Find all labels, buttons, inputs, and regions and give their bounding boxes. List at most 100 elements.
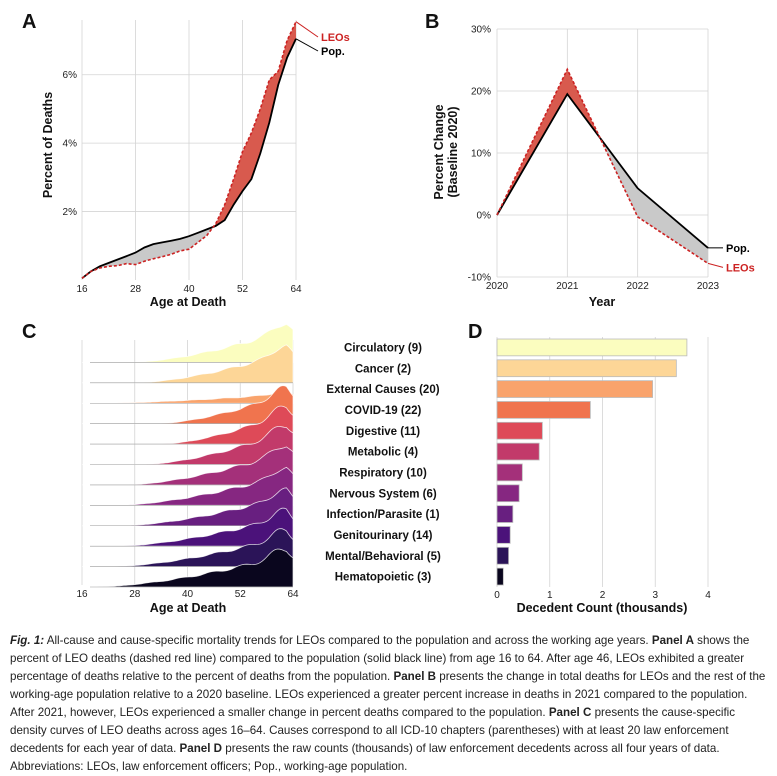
panel-a-ylabel: Percent of Deaths (41, 92, 55, 198)
caption-panel-b: Panel B (393, 670, 437, 683)
panel-b-ylabel: Percent Change (Baseline 2020) (432, 104, 460, 199)
y-tick-label: 6% (63, 70, 78, 81)
pop-series-label: Pop. (321, 46, 345, 58)
leo-label-leader (295, 21, 319, 38)
cause-labels: Circulatory (9) Cancer (2) External Causes… (325, 342, 441, 583)
x-tick-label: 28 (130, 284, 142, 295)
leo-label-leader (707, 262, 724, 268)
pop-above-fill (90, 226, 214, 272)
x-tick-label: 4 (705, 590, 711, 601)
density-ridge (82, 548, 294, 588)
pop-series-label: Pop. (726, 243, 750, 255)
panel-d-chart: 0 1 2 3 4 Decedent Count (thousands) (494, 337, 711, 615)
leo-series-label: LEOs (726, 262, 755, 274)
bar (496, 442, 540, 461)
x-tick-label: 2022 (627, 281, 650, 292)
panel-b-letter: B (425, 11, 439, 33)
caption-text-3: presents the change in total deaths for … (10, 670, 766, 719)
bar (496, 421, 543, 440)
cause-label: Metabolic (4) (348, 447, 418, 459)
bar (496, 463, 523, 482)
x-tick-label: 2023 (697, 281, 720, 292)
pop-label-leader (295, 38, 319, 52)
cause-label: Nervous System (6) (329, 488, 437, 500)
leo-line (81, 21, 297, 279)
cause-label: Circulatory (9) (344, 342, 422, 354)
x-tick-label: 2 (600, 590, 606, 601)
y-tick-label: 2% (63, 207, 78, 218)
bar (496, 338, 688, 357)
cause-label: Cancer (2) (355, 363, 411, 375)
bar (496, 401, 591, 419)
panel-b-xlabel: Year (589, 295, 616, 309)
panel-a-ticks: 16 28 40 52 64 2% 4% 6% (63, 70, 302, 295)
y-tick-label: 20% (471, 87, 491, 98)
cause-label: COVID-19 (22) (345, 405, 422, 417)
panel-b-chart: 2020 2021 2022 2023 30% 20% 10% 0% -10% Pop. LEO… (432, 25, 755, 310)
panel-b-ticks: 2020 2021 2022 2023 30% 20% 10% 0% -10% (468, 25, 720, 293)
x-tick-label: 40 (182, 589, 194, 600)
pop-above-fill (600, 137, 708, 264)
cause-label: Genitourinary (14) (333, 530, 432, 542)
panel-d-ticks: 0 1 2 3 4 (494, 590, 711, 601)
cause-label: Mental/Behavioral (5) (325, 551, 441, 563)
x-tick-label: 3 (652, 590, 658, 601)
bar (496, 505, 514, 523)
x-tick-label: 52 (237, 284, 249, 295)
panel-b-grid (496, 28, 709, 278)
panel-c-xlabel: Age at Death (150, 601, 226, 615)
panel-c-chart: 16 28 40 52 64 Age at Death (76, 323, 299, 615)
leo-line (496, 67, 709, 265)
x-tick-label: 40 (183, 284, 195, 295)
caption-text-5: presents the raw counts (thousands) of l… (10, 742, 720, 773)
y-tick-label: 30% (471, 25, 491, 36)
x-tick-label: 1 (547, 590, 553, 601)
panel-a-letter: A (22, 11, 36, 33)
caption-panel-c: Panel C (548, 706, 592, 719)
caption-panel-a: Panel A (651, 634, 694, 647)
x-tick-label: 64 (287, 589, 299, 600)
leo-series-label: LEOs (321, 32, 350, 44)
panel-c-letter: C (22, 321, 36, 343)
x-tick-label: 52 (235, 589, 247, 600)
panel-d-bars (496, 338, 688, 586)
bar (496, 359, 677, 378)
bar (496, 546, 510, 565)
x-tick-label: 2021 (556, 281, 579, 292)
panel-a-xlabel: Age at Death (150, 295, 226, 309)
panel-c-ticks: 16 28 40 52 64 (76, 589, 299, 600)
bar (496, 567, 504, 586)
pop-line (81, 38, 297, 280)
cause-label: External Causes (20) (326, 384, 439, 396)
figure-caption: Fig. 1: All-cause and cause-specific mor… (10, 632, 767, 776)
panel-a-chart: 16 28 40 52 642%4%6% LEOs Pop. Age at Death … (41, 20, 350, 309)
pop-line (496, 92, 709, 249)
y-tick-label: 4% (63, 139, 78, 150)
x-tick-label: 16 (76, 589, 88, 600)
cause-label: Hematopoietic (3) (335, 572, 432, 584)
caption-text-4: presents the cause-specific density curv… (10, 706, 736, 755)
x-tick-label: 0 (494, 590, 500, 601)
cause-label: Digestive (11) (346, 426, 420, 438)
panel-b-ylabel-line1: Percent Change (432, 104, 446, 199)
caption-text-1: All-cause and cause-specific mortality t… (44, 634, 652, 647)
x-tick-label: 64 (290, 284, 302, 295)
panel-d-grid (496, 337, 709, 587)
x-tick-label: 16 (76, 284, 88, 295)
x-tick-label: 28 (129, 589, 141, 600)
x-tick-label: 2020 (486, 281, 509, 292)
y-tick-label: -10% (468, 273, 491, 284)
bar (496, 484, 520, 503)
caption-label: Fig. 1: (10, 634, 45, 647)
panel-b-ylabel-line2: (Baseline 2020) (446, 106, 460, 197)
y-tick-label: 10% (471, 149, 491, 160)
leo-above-fill (82, 21, 296, 279)
y-tick-label: 0% (477, 211, 492, 222)
cause-label: Respiratory (10) (339, 467, 427, 479)
cause-label: Infection/Parasite (1) (326, 509, 439, 521)
bar (496, 380, 654, 398)
figure: A B C D 16 28 40 52 642%4%6% LEOs Pop. Age a… (22, 11, 755, 615)
panel-c-ridges (82, 323, 294, 588)
panel-d-letter: D (468, 321, 482, 343)
bar (496, 526, 511, 544)
